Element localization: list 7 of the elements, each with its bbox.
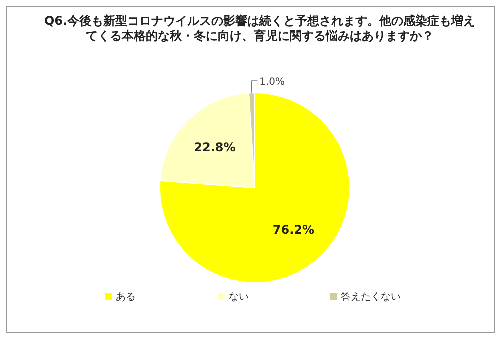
chart-title: Q6.今後も新型コロナウイルスの影響は続くと予想されます。他の感染症も増えてくる本格的な秋・冬に向け、育児に関する悩みはありますか？ [43, 14, 477, 44]
data-label: 76.2% [272, 222, 315, 237]
legend-label: ない [229, 292, 249, 303]
legend-label: ある [116, 292, 136, 303]
data-label: 1.0% [260, 77, 286, 88]
data-label: 22.8% [194, 140, 236, 154]
legend-label: 答えたくない [341, 291, 401, 303]
